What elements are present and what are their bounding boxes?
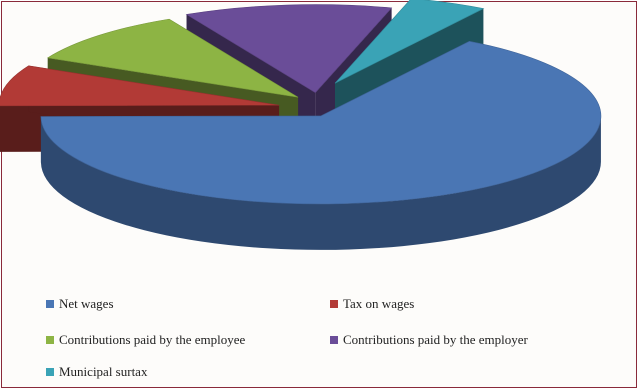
slice-0 <box>40 40 602 250</box>
slice-2-top <box>46 18 299 98</box>
slice-4-top <box>334 0 485 84</box>
slice-1-top <box>0 65 280 107</box>
slice-0-side <box>40 115 601 250</box>
slice-0-top <box>40 40 602 205</box>
slice-3-top <box>185 4 393 93</box>
